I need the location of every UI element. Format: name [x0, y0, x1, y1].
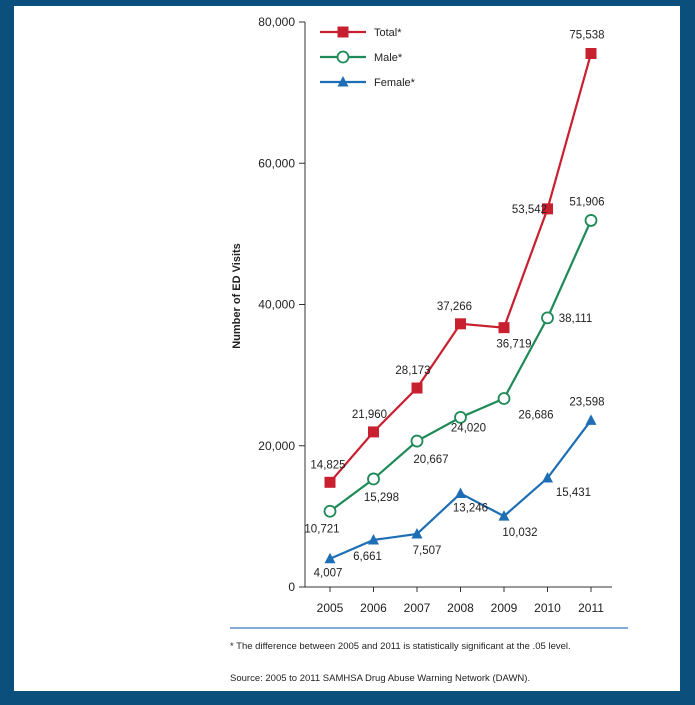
- x-tick-label: 2007: [404, 601, 431, 615]
- data-label-2-3: 13,246: [453, 502, 488, 514]
- data-point-1-5: [541, 311, 554, 325]
- x-tick-label: 2006: [360, 601, 387, 615]
- y-tick-label: 40,000: [258, 298, 295, 312]
- data-label-2-2: 7,507: [413, 545, 442, 557]
- data-point-1-2: [410, 434, 424, 448]
- y-tick-label: 80,000: [258, 15, 295, 29]
- data-label-0-3: 37,266: [437, 301, 472, 313]
- legend-marker-1: [336, 50, 350, 64]
- chart-panel: [14, 6, 680, 691]
- y-tick-label: 20,000: [258, 439, 295, 453]
- data-point-2-2: [411, 527, 423, 539]
- legend-marker-0: [337, 26, 349, 38]
- series-line-1: [329, 219, 593, 513]
- x-tick-label: 2009: [491, 601, 518, 615]
- data-point-1-3: [454, 410, 467, 424]
- data-point-2-1: [368, 533, 379, 545]
- data-point-2-4: [498, 510, 510, 521]
- data-label-2-1: 6,661: [353, 551, 382, 563]
- x-tick-label: 2010: [534, 601, 561, 615]
- legend-marker-2: [337, 76, 349, 87]
- data-point-2-0: [324, 552, 336, 564]
- data-point-2-3: [455, 487, 466, 498]
- x-tick-label: 2008: [447, 601, 474, 615]
- data-label-2-4: 10,032: [502, 527, 537, 539]
- source-note: Source: 2005 to 2011 SAMHSA Drug Abuse W…: [230, 673, 531, 684]
- data-label-1-1: 15,298: [364, 492, 399, 504]
- chart-series: [323, 48, 598, 564]
- chart-axes: 0 20,000 40,000 60,000 80,000 2005 2006 2007 200…: [230, 15, 628, 629]
- data-point-0-6: [585, 48, 597, 60]
- data-point-1-6: [584, 214, 598, 227]
- data-label-0-5: 53,542: [512, 204, 547, 216]
- legend-label-0: Total*: [374, 27, 402, 39]
- x-tick-label: 2011: [578, 601, 604, 615]
- data-label-2-0: 4,007: [314, 568, 343, 580]
- data-label-1-0: 10,721: [304, 523, 339, 535]
- data-point-0-2: [411, 382, 423, 394]
- data-label-1-2: 20,667: [413, 454, 448, 466]
- data-label-1-4: 26,686: [518, 410, 553, 422]
- data-label-1-3: 24,020: [451, 422, 486, 434]
- data-label-0-2: 28,173: [395, 365, 430, 377]
- data-point-0-1: [368, 426, 379, 438]
- data-point-1-4: [497, 392, 511, 405]
- data-point-0-3: [455, 318, 466, 330]
- chart-legend: Total* Male* Female*: [320, 26, 416, 89]
- chart-data-labels: 14,825 21,960 28,173 37,266 36,719 53,542 75,5…: [304, 30, 604, 580]
- y-tick-label: 0: [288, 580, 295, 594]
- data-label-1-5: 38,111: [559, 313, 592, 325]
- data-label-0-1: 21,960: [352, 409, 387, 421]
- data-point-0-4: [498, 322, 510, 334]
- data-point-0-5: [542, 203, 553, 215]
- data-label-0-0: 14,825: [310, 459, 345, 471]
- data-label-0-4: 36,719: [496, 339, 531, 351]
- data-point-1-1: [367, 472, 380, 486]
- data-label-2-6: 23,598: [569, 396, 604, 408]
- y-tick-label: 60,000: [258, 156, 295, 170]
- data-point-1-0: [323, 504, 337, 518]
- data-point-2-5: [542, 472, 553, 483]
- legend-label-2: Female*: [374, 77, 416, 89]
- x-tick-label: 2005: [317, 601, 344, 615]
- data-label-1-6: 51,906: [569, 196, 604, 208]
- data-point-0-0: [324, 476, 336, 488]
- data-point-2-6: [585, 414, 597, 425]
- data-label-2-5: 15,431: [556, 487, 591, 499]
- data-label-0-6: 75,538: [569, 30, 604, 42]
- legend-label-1: Male*: [374, 52, 403, 64]
- y-axis-title: Number of ED Visits: [231, 243, 243, 349]
- footnote: * The difference between 2005 and 2011 i…: [230, 641, 571, 652]
